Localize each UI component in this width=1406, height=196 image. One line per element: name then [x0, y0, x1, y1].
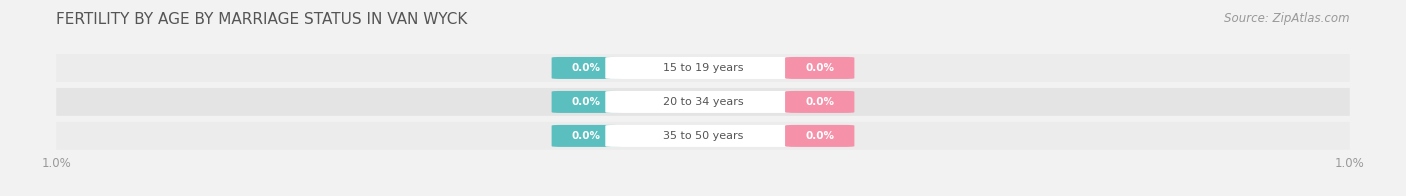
FancyBboxPatch shape — [786, 126, 853, 146]
FancyBboxPatch shape — [56, 54, 1350, 82]
FancyBboxPatch shape — [56, 122, 1350, 150]
Text: 20 to 34 years: 20 to 34 years — [662, 97, 744, 107]
Text: 0.0%: 0.0% — [572, 97, 600, 107]
FancyBboxPatch shape — [553, 58, 620, 78]
Text: 0.0%: 0.0% — [806, 63, 834, 73]
FancyBboxPatch shape — [606, 58, 800, 78]
FancyBboxPatch shape — [786, 92, 853, 112]
FancyBboxPatch shape — [606, 126, 800, 146]
Text: Source: ZipAtlas.com: Source: ZipAtlas.com — [1225, 12, 1350, 25]
Text: 0.0%: 0.0% — [806, 131, 834, 141]
Text: 0.0%: 0.0% — [572, 63, 600, 73]
FancyBboxPatch shape — [56, 88, 1350, 116]
Text: 15 to 19 years: 15 to 19 years — [662, 63, 744, 73]
FancyBboxPatch shape — [553, 126, 620, 146]
FancyBboxPatch shape — [606, 92, 800, 112]
Text: 35 to 50 years: 35 to 50 years — [662, 131, 744, 141]
FancyBboxPatch shape — [553, 92, 620, 112]
Text: FERTILITY BY AGE BY MARRIAGE STATUS IN VAN WYCK: FERTILITY BY AGE BY MARRIAGE STATUS IN V… — [56, 12, 468, 27]
Text: 0.0%: 0.0% — [572, 131, 600, 141]
Text: 0.0%: 0.0% — [806, 97, 834, 107]
FancyBboxPatch shape — [786, 58, 853, 78]
